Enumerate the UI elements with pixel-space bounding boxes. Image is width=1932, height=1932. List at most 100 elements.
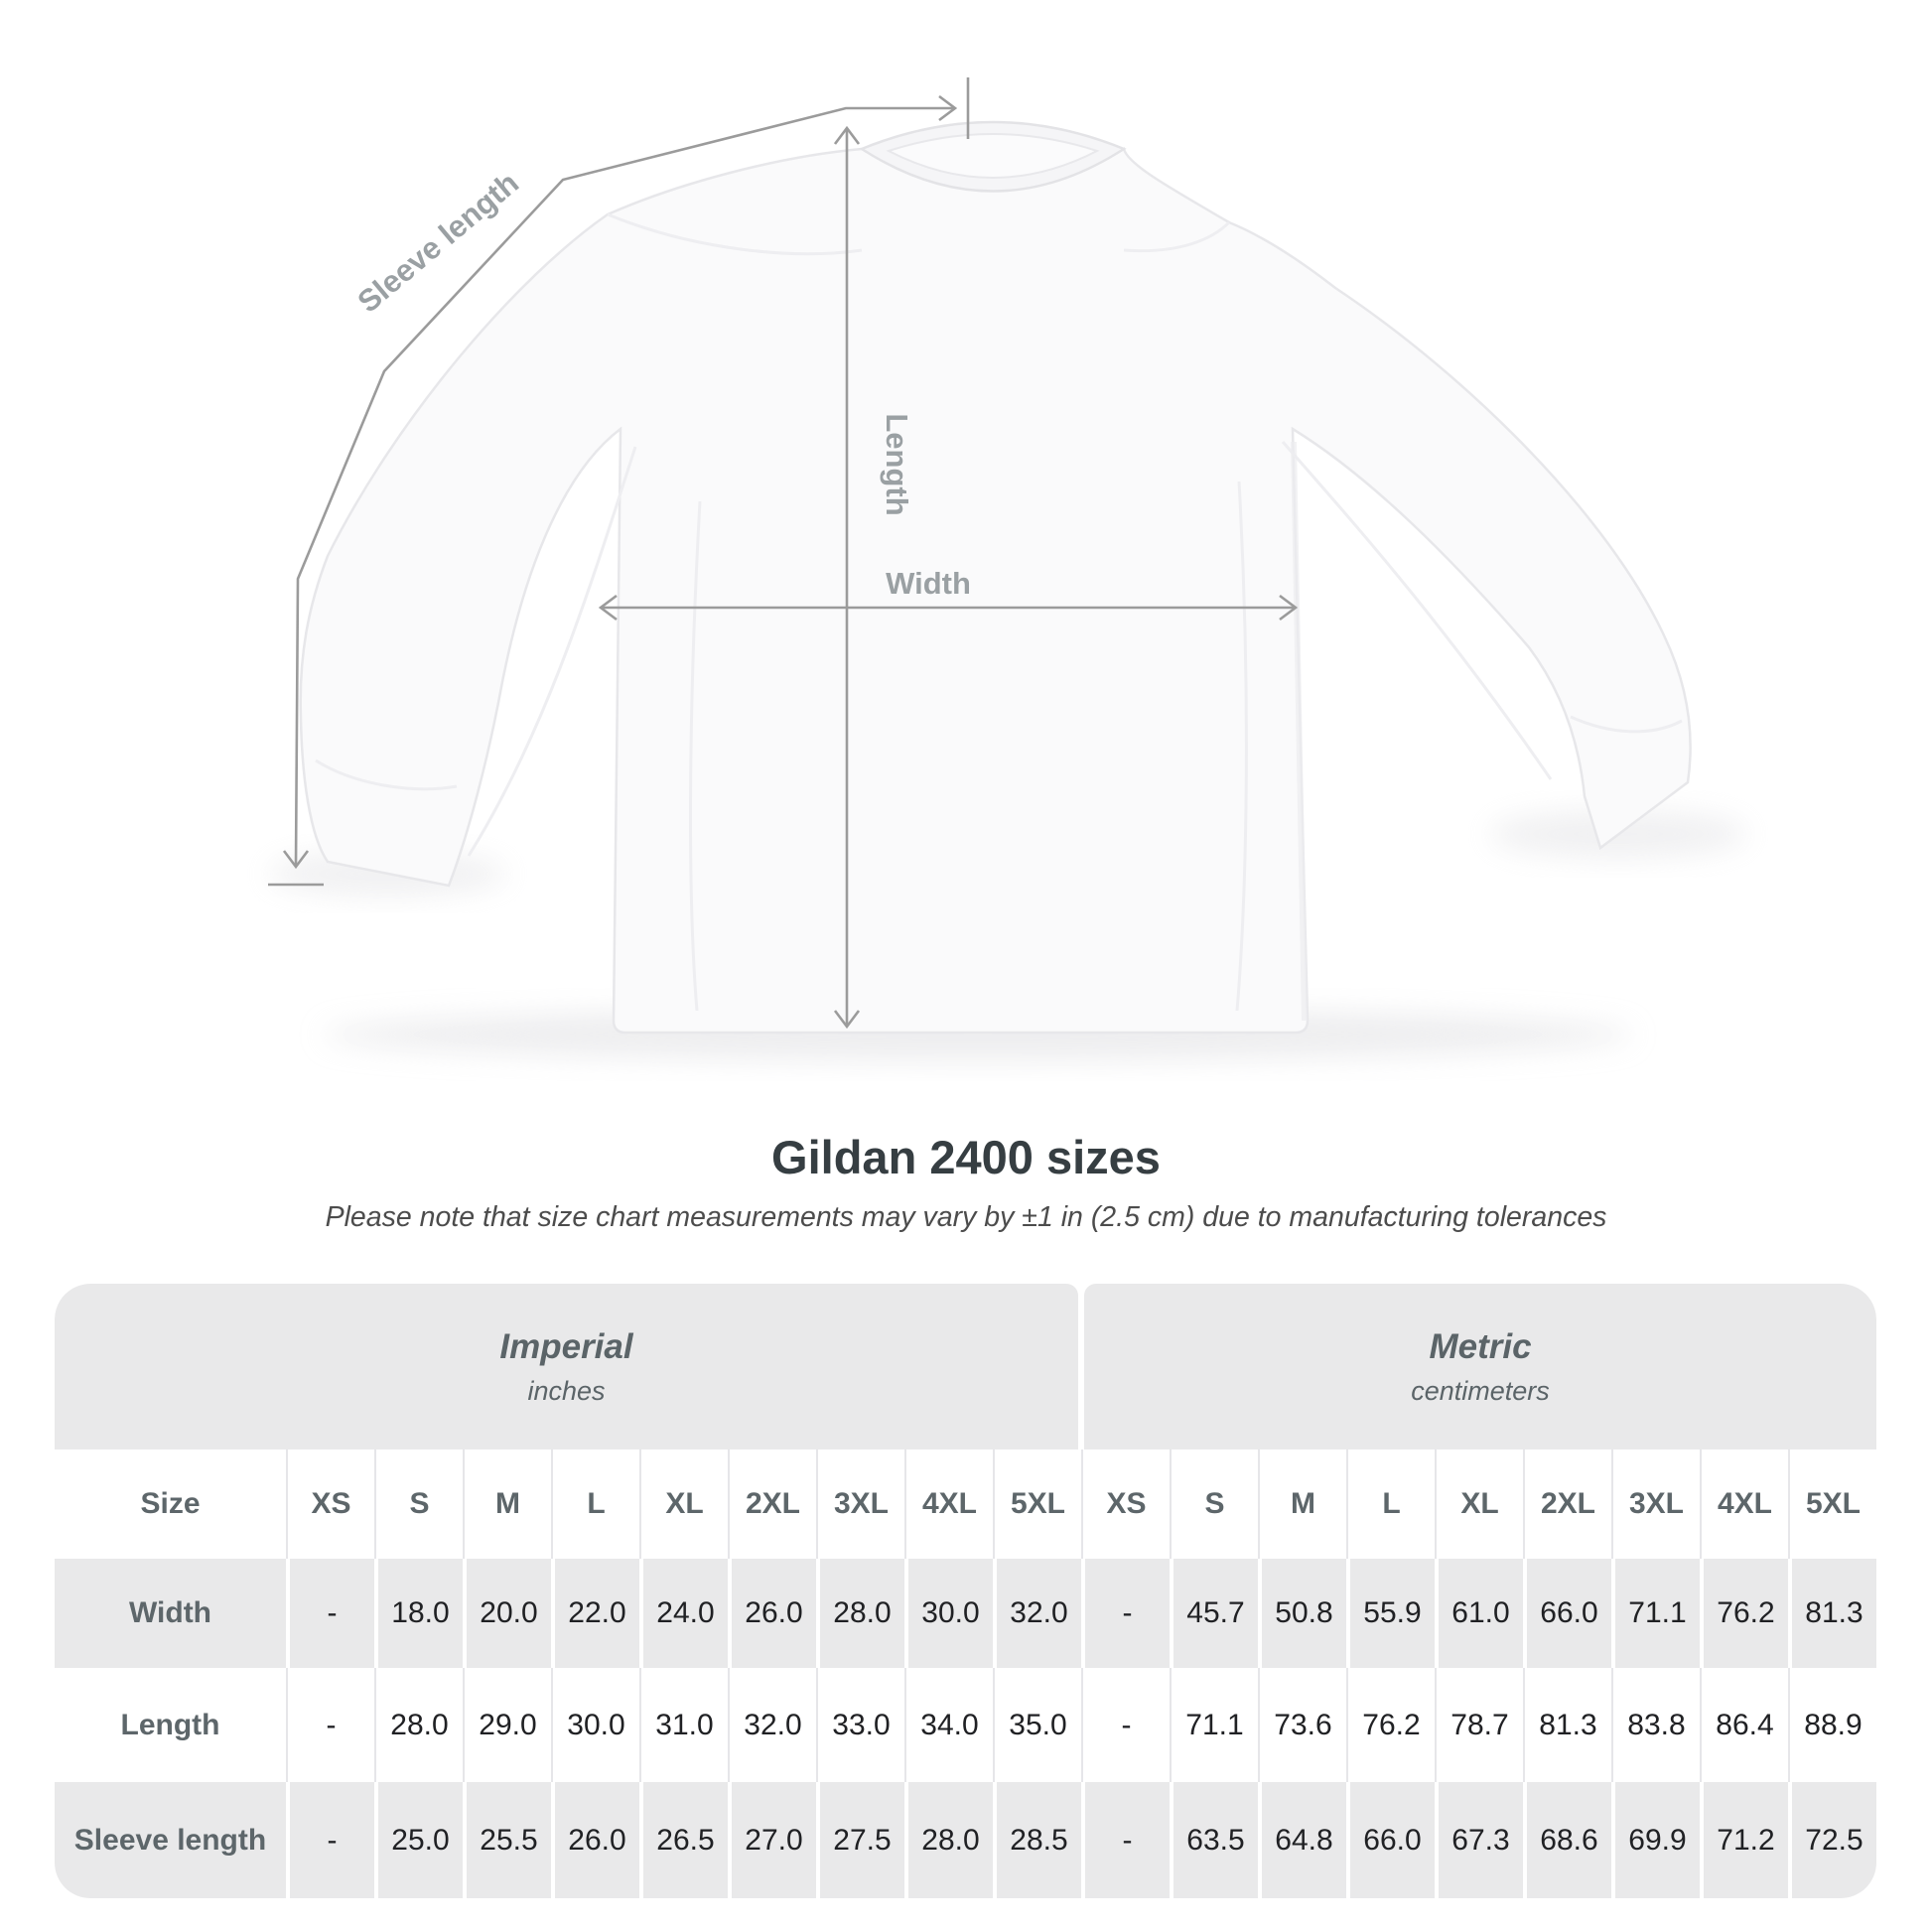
cell-value: 25.0 bbox=[374, 1782, 463, 1898]
imperial-title: Imperial bbox=[499, 1326, 633, 1366]
cell-value: - bbox=[1081, 1559, 1170, 1668]
cell-value: 2XL bbox=[728, 1449, 816, 1559]
cell-value: 5XL bbox=[1788, 1449, 1876, 1559]
imperial-unit: inches bbox=[527, 1375, 606, 1406]
cell-value: 30.0 bbox=[551, 1668, 639, 1782]
cell-value: - bbox=[286, 1559, 374, 1668]
cell-value: - bbox=[1081, 1668, 1170, 1782]
width-measure-arrow bbox=[598, 594, 1299, 621]
cell-value: 26.0 bbox=[728, 1559, 816, 1668]
metric-unit: centimeters bbox=[1411, 1375, 1550, 1406]
cell-value: 28.0 bbox=[904, 1782, 993, 1898]
unit-header-band: Imperial inches Metric centimeters bbox=[55, 1284, 1876, 1449]
cell-value: 66.0 bbox=[1523, 1559, 1611, 1668]
cell-value: XS bbox=[1081, 1449, 1170, 1559]
cell-value: 66.0 bbox=[1346, 1782, 1435, 1898]
cell-value: 3XL bbox=[816, 1449, 904, 1559]
cell-value: 63.5 bbox=[1170, 1782, 1258, 1898]
cell-value: 71.1 bbox=[1611, 1559, 1700, 1668]
cell-value: 76.2 bbox=[1346, 1668, 1435, 1782]
cell-value: 26.0 bbox=[551, 1782, 639, 1898]
length-measure-arrow bbox=[833, 125, 861, 1030]
cell-value: M bbox=[1258, 1449, 1346, 1559]
sleeve-length-measure-line bbox=[268, 77, 970, 887]
cell-value: 27.0 bbox=[728, 1782, 816, 1898]
cell-value: 76.2 bbox=[1700, 1559, 1788, 1668]
cell-value: 71.1 bbox=[1170, 1668, 1258, 1782]
cell-value: 55.9 bbox=[1346, 1559, 1435, 1668]
cell-value: 28.5 bbox=[993, 1782, 1081, 1898]
cell-value: - bbox=[286, 1668, 374, 1782]
shirt-crease-lines bbox=[315, 212, 1683, 1012]
cell-value: 61.0 bbox=[1435, 1559, 1523, 1668]
cell-value: 20.0 bbox=[463, 1559, 551, 1668]
cell-value: 71.2 bbox=[1700, 1782, 1788, 1898]
cell-value: 34.0 bbox=[904, 1668, 993, 1782]
metric-header: Metric centimeters bbox=[1084, 1284, 1876, 1449]
table-rows: Size XS S M L XL 2XL 3XL 4XL 5XL XS S M L XL 2XL 3XL 4XL 5… bbox=[55, 1449, 1876, 1898]
length-label: Length bbox=[880, 413, 914, 515]
cell-value: L bbox=[551, 1449, 639, 1559]
shirt-illustration bbox=[299, 147, 1692, 1035]
cell-value: 73.6 bbox=[1258, 1668, 1346, 1782]
cell-value: - bbox=[1081, 1782, 1170, 1898]
cell-value: S bbox=[1170, 1449, 1258, 1559]
shirt-collar-inner bbox=[886, 133, 1100, 179]
data-row-width: Width -18.0 20.0 22.0 24.0 26.0 28.0 30.0 32.0-4… bbox=[55, 1559, 1876, 1668]
data-row-length: Length -28.0 29.0 30.0 31.0 32.0 33.0 34.0 35.0-… bbox=[55, 1668, 1876, 1782]
cell-value: 81.3 bbox=[1523, 1668, 1611, 1782]
cell-value: 2XL bbox=[1523, 1449, 1611, 1559]
sleeve-length-label: Sleeve length bbox=[350, 165, 525, 319]
cell-value: 64.8 bbox=[1258, 1782, 1346, 1898]
cell-value: M bbox=[463, 1449, 551, 1559]
cell-value: 32.0 bbox=[728, 1668, 816, 1782]
cell-value: 33.0 bbox=[816, 1668, 904, 1782]
cell-value: 50.8 bbox=[1258, 1559, 1346, 1668]
cell-value: 28.0 bbox=[816, 1559, 904, 1668]
metric-title: Metric bbox=[1429, 1326, 1532, 1366]
cell-value: 35.0 bbox=[993, 1668, 1081, 1782]
cell-value: 67.3 bbox=[1435, 1782, 1523, 1898]
cell-value: 69.9 bbox=[1611, 1782, 1700, 1898]
cell-value: 24.0 bbox=[639, 1559, 728, 1668]
cell-value: XL bbox=[1435, 1449, 1523, 1559]
cell-value: 3XL bbox=[1611, 1449, 1700, 1559]
data-row-sleeve-length: Sleeve length -25.0 25.5 26.0 26.5 27.0 27.5 28… bbox=[55, 1782, 1876, 1898]
cell-value: 88.9 bbox=[1788, 1668, 1876, 1782]
cell-value: 29.0 bbox=[463, 1668, 551, 1782]
tolerance-note: Please note that size chart measurements… bbox=[325, 1201, 1607, 1233]
cell-value: 4XL bbox=[1700, 1449, 1788, 1559]
cell-value: 45.7 bbox=[1170, 1559, 1258, 1668]
cell-value: 31.0 bbox=[639, 1668, 728, 1782]
row-label: Sleeve length bbox=[73, 1823, 267, 1857]
cell-value: 22.0 bbox=[551, 1559, 639, 1668]
cell-value: 25.5 bbox=[463, 1782, 551, 1898]
cell-value: 4XL bbox=[904, 1449, 993, 1559]
cell-value: 68.6 bbox=[1523, 1782, 1611, 1898]
cell-value: 28.0 bbox=[374, 1668, 463, 1782]
cell-value: L bbox=[1346, 1449, 1435, 1559]
width-label: Width bbox=[886, 566, 971, 601]
cell-value: 30.0 bbox=[904, 1559, 993, 1668]
cell-value: 81.3 bbox=[1788, 1559, 1876, 1668]
cell-value: 83.8 bbox=[1611, 1668, 1700, 1782]
shirt-measurement-diagram: Sleeve length Length Width bbox=[268, 77, 1747, 1060]
row-label: Size bbox=[140, 1487, 201, 1520]
imperial-header: Imperial inches bbox=[55, 1284, 1078, 1449]
cell-value: S bbox=[374, 1449, 463, 1559]
cell-value: 32.0 bbox=[993, 1559, 1081, 1668]
cell-value: XS bbox=[286, 1449, 374, 1559]
cell-value: 72.5 bbox=[1788, 1782, 1876, 1898]
size-header-row: Size XS S M L XL 2XL 3XL 4XL 5XL XS S M L XL 2XL 3XL 4XL 5… bbox=[55, 1449, 1876, 1559]
page-title: Gildan 2400 sizes bbox=[771, 1131, 1161, 1183]
row-label: Length bbox=[120, 1708, 220, 1741]
size-table: Imperial inches Metric centimeters Size X… bbox=[55, 1284, 1876, 1898]
cell-value: 18.0 bbox=[374, 1559, 463, 1668]
cell-value: 26.5 bbox=[639, 1782, 728, 1898]
cell-value: - bbox=[286, 1782, 374, 1898]
cell-value: 86.4 bbox=[1700, 1668, 1788, 1782]
cell-value: 78.7 bbox=[1435, 1668, 1523, 1782]
cell-value: XL bbox=[639, 1449, 728, 1559]
row-label: Width bbox=[128, 1596, 212, 1629]
